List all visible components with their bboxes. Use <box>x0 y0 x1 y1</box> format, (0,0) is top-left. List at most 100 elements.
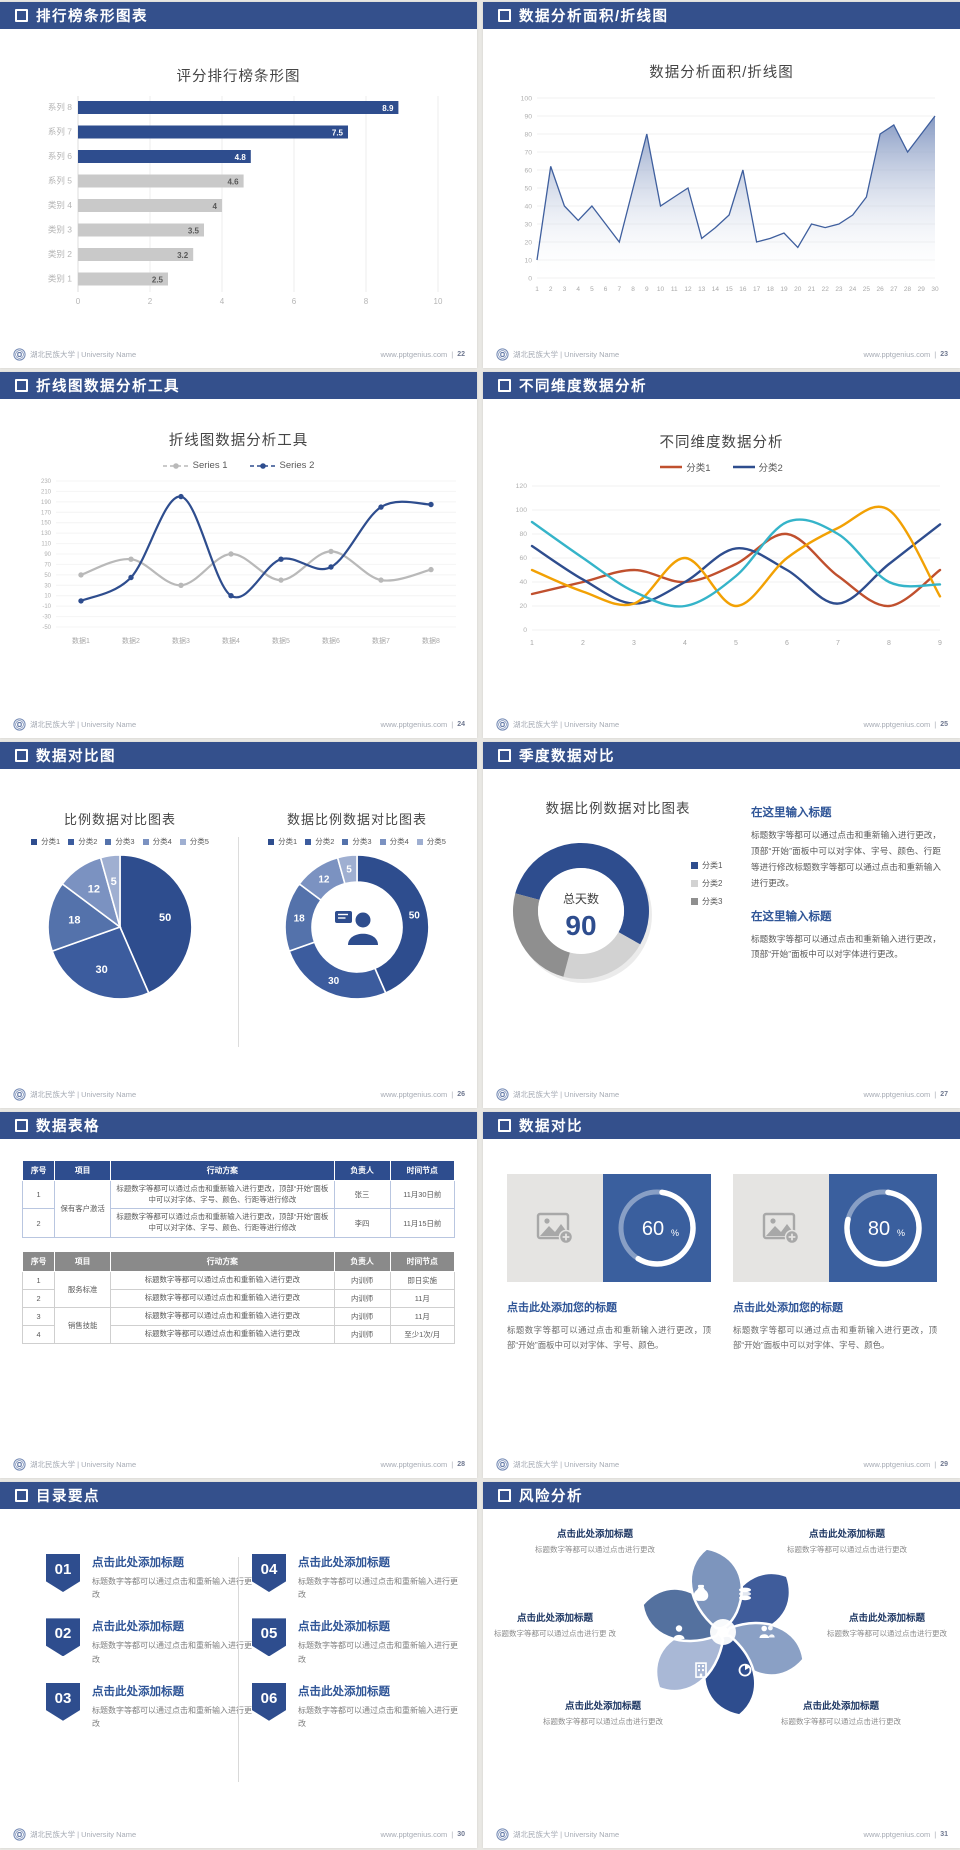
risk-item-body: 标题数字等都可以通过点击进行更改 <box>787 1545 907 1554</box>
slide-two-series-line-chart[interactable]: 折线图数据分析工具 折线图数据分析工具 Series 1 Series 2 230… <box>0 372 477 738</box>
toc-item-body: 标题数字等都可以通过点击和重新输入进行更改 <box>92 1641 252 1664</box>
text-panel: 在这里输入标题 标题数字等都可以通过点击和重新输入进行更改，顶部“开始”面板中可… <box>751 804 941 979</box>
slide-footer: 湖北民族大学 | University Name www.pptgenius.c… <box>496 1458 948 1471</box>
vertical-divider <box>238 837 239 1047</box>
slide-header: 数据对比图 <box>0 742 477 769</box>
slide-quarter-comparison[interactable]: 季度数据对比 数据比例数据对比图表 总天数 90 分类1 分类2 分类3 在这里输入标… <box>483 742 960 1108</box>
toc-number-badge: 03 <box>46 1682 80 1721</box>
toc-item-title: 点击此处添加标题 <box>298 1621 390 1634</box>
svg-text:3: 3 <box>632 640 636 647</box>
chart-title: 数据分析面积/折线图 <box>649 65 794 81</box>
university-name: 湖北民族大学 | University Name <box>513 720 620 729</box>
square-bullet-icon <box>498 749 511 762</box>
square-bullet-icon <box>15 9 28 22</box>
toc-number-badge: 06 <box>252 1682 286 1721</box>
svg-text:18: 18 <box>68 915 80 927</box>
slide-header-title: 不同维度数据分析 <box>519 379 647 395</box>
coins-icon <box>739 1587 751 1601</box>
image-placeholder-icon <box>507 1174 603 1282</box>
svg-text:6: 6 <box>785 640 789 647</box>
svg-text:150: 150 <box>40 521 51 527</box>
svg-text:24: 24 <box>849 286 857 293</box>
slide-header: 不同维度数据分析 <box>483 372 960 399</box>
university-logo-icon <box>496 718 509 731</box>
risk-item-body: 标题数字等都可以通过点击进行更改 <box>543 1717 663 1726</box>
svg-text:4.8: 4.8 <box>234 153 246 162</box>
toc-item: 04 点击此处添加标题 标题数字等都可以通过点击和重新输入进行更改 <box>252 1554 458 1601</box>
svg-text:系列 6: 系列 6 <box>47 151 71 161</box>
svg-text:90: 90 <box>44 552 51 558</box>
toc-item-title: 点击此处添加标题 <box>92 1621 184 1634</box>
vertical-divider <box>238 1557 239 1782</box>
toc-item-body: 标题数字等都可以通过点击和重新输入进行更改 <box>92 1577 252 1600</box>
page-number: 31 <box>940 1831 948 1838</box>
svg-text:110: 110 <box>41 542 51 548</box>
slide-ranking-bar-chart[interactable]: 排行榜条形图表 评分排行榜条形图 0 2 4 6 8 10 系列 8 8.9 系列 7 7.5 系列… <box>0 2 477 368</box>
legend-item: 分类1 <box>691 860 722 871</box>
university-logo-icon <box>496 348 509 361</box>
slide-progress-comparison[interactable]: 数据对比 60 % 点击此处添加您的标题 标题数字等都可以通过点 <box>483 1112 960 1478</box>
svg-text:8: 8 <box>363 297 368 306</box>
risk-item: 点击此处添加标题 标题数字等都可以通过点击进行更改 <box>523 1698 683 1727</box>
risk-item-body: 标题数字等都可以通过点击进行更改 <box>827 1629 947 1638</box>
slide-header: 数据对比 <box>483 1112 960 1139</box>
svg-text:5: 5 <box>346 865 352 876</box>
svg-text:30: 30 <box>95 964 107 976</box>
square-bullet-icon <box>15 379 28 392</box>
chart-title: 数据比例数据对比图表 <box>545 801 691 816</box>
legend-item: 分类2 <box>68 836 97 847</box>
svg-text:12: 12 <box>684 286 692 293</box>
svg-text:系列 8: 系列 8 <box>47 102 71 112</box>
chart-legend: Series 1 Series 2 <box>0 460 477 471</box>
legend-item: 分类2 <box>305 836 334 847</box>
slide-area-chart[interactable]: 数据分析面积/折线图 数据分析面积/折线图 0 10 20 30 40 50 60 70 80 9… <box>483 2 960 368</box>
slide-header: 季度数据对比 <box>483 742 960 769</box>
toc-number-badge: 01 <box>46 1554 80 1592</box>
svg-text:60: 60 <box>642 1218 664 1240</box>
chart-title: 数据比例数据对比图表 <box>286 812 427 827</box>
toc-item: 01 点击此处添加标题 标题数字等都可以通过点击和重新输入进行更改 <box>46 1554 252 1601</box>
text-block-body: 标题数字等都可以通过点击和重新输入进行更改，顶部“开始”面板中可以对字体进行更改… <box>751 933 941 960</box>
page-number: 23 <box>940 351 948 358</box>
slide-data-tables[interactable]: 数据表格 序号 项目 行动方案 负责人 时间节点 1 保有客户激活 标题数字等都可以通过点击和… <box>0 1112 477 1478</box>
svg-text:50: 50 <box>524 186 532 193</box>
table-row: 3 销售技能 标题数字等都可以通过点击和重新输入进行更改 内训师 11月 <box>21 1306 455 1344</box>
svg-text:3: 3 <box>562 286 566 293</box>
svg-text:数据6: 数据6 <box>322 636 340 645</box>
progress-ring-60: 60 % <box>603 1174 711 1282</box>
slide-header-title: 排行榜条形图表 <box>36 9 148 25</box>
svg-text:6: 6 <box>603 286 607 293</box>
svg-text:22: 22 <box>821 286 829 293</box>
slide-risk-analysis[interactable]: 风险分析 点击此处添加标题 标题数字等都可以通过点击进行更改 点击此处添加标题 … <box>483 1482 960 1848</box>
svg-text:数据5: 数据5 <box>272 636 290 645</box>
university-name: 湖北民族大学 | University Name <box>513 1460 620 1469</box>
svg-text:数据1: 数据1 <box>72 636 90 645</box>
square-bullet-icon <box>15 749 28 762</box>
svg-text:%: % <box>897 1228 905 1238</box>
university-logo-icon <box>13 1088 26 1101</box>
svg-text:210: 210 <box>40 489 51 495</box>
svg-text:6: 6 <box>291 297 296 306</box>
svg-text:100: 100 <box>515 507 527 514</box>
risk-item-body: 标题数字等都可以通过点击进行更改 <box>781 1717 901 1726</box>
slide-footer: 湖北民族大学 | University Name www.pptgenius.c… <box>496 348 948 361</box>
university-name: 湖北民族大学 | University Name <box>30 1830 137 1839</box>
slide-pie-comparison[interactable]: 数据对比图 比例数据对比图表 分类1 分类2 分类3 分类4 分类5 50 30 18 12 5… <box>0 742 477 1108</box>
slide-footer: 湖北民族大学 | University Name www.pptgenius.c… <box>13 348 465 361</box>
svg-text:数据4: 数据4 <box>222 636 240 645</box>
slide-multi-line-chart[interactable]: 不同维度数据分析 不同维度数据分析 分类1 分类2 0 20 40 60 80 100 120… <box>483 372 960 738</box>
footer-divider: | <box>934 1090 937 1099</box>
user-icon <box>673 1625 685 1639</box>
table-row: 2 标题数字等都可以通过点击和重新输入进行更改 内训师 11月 <box>21 1288 455 1308</box>
university-logo-icon <box>13 1458 26 1471</box>
university-name: 湖北民族大学 | University Name <box>30 350 137 359</box>
table-header-row: 序号 项目 行动方案 负责人 时间节点 <box>21 1250 455 1272</box>
university-name: 湖北民族大学 | University Name <box>513 1090 620 1099</box>
legend-item: 分类3 <box>342 836 372 847</box>
svg-text:类别 3: 类别 3 <box>47 225 71 235</box>
svg-text:120: 120 <box>515 483 527 490</box>
footer-divider: | <box>451 350 454 359</box>
slide-toc-points[interactable]: 目录要点 01 点击此处添加标题 标题数字等都可以通过点击和重新输入进行更改 0… <box>0 1482 477 1848</box>
svg-text:-30: -30 <box>42 615 51 621</box>
risk-item-title: 点击此处添加标题 <box>516 1613 593 1624</box>
